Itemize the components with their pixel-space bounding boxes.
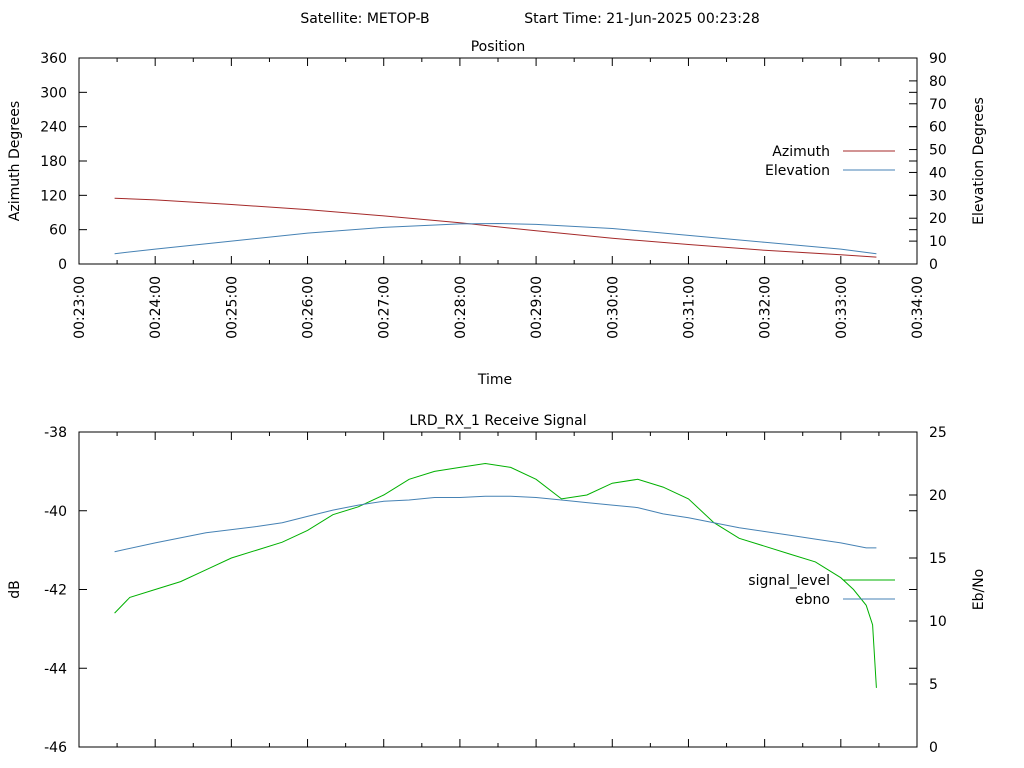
- y2-tick-label: 50: [929, 143, 947, 159]
- legend-label: Azimuth: [772, 144, 830, 160]
- x-tick-label: 00:24:00: [148, 276, 164, 339]
- y2-tick-label: 20: [929, 211, 947, 227]
- legend-label: ebno: [795, 592, 830, 608]
- series-line-signal-level: [114, 462, 877, 688]
- x-tick-label: 00:27:00: [377, 276, 393, 339]
- y2-tick-label: 10: [929, 614, 947, 630]
- plot-frame: [78, 57, 918, 265]
- chart-header: Satellite: METOP-B Start Time: 21-Jun-20…: [300, 11, 759, 27]
- chart-title: LRD_RX_1 Receive Signal: [409, 413, 586, 429]
- y2-tick-label: 25: [929, 425, 947, 441]
- legend-label: Elevation: [765, 163, 830, 179]
- y2-tick-label: 15: [929, 551, 947, 567]
- x-tick-label: 00:26:00: [301, 276, 317, 339]
- x-tick-label: 00:25:00: [224, 276, 240, 339]
- y-axis-label: Azimuth Degrees: [7, 101, 23, 221]
- y2-tick-label: 80: [929, 74, 947, 90]
- y2-tick-label: 60: [929, 120, 947, 136]
- position-chart: Position 0 60 120 180 240 300 360 0 10 20 30 40 50 60 7…: [7, 39, 987, 388]
- y-tick-label: 60: [49, 223, 67, 239]
- y2-tick-label: 40: [929, 165, 947, 181]
- y2-tick-label: 20: [929, 488, 947, 504]
- receive-signal-chart: LRD_RX_1 Receive Signal -46 -44 -42 -40 -38 0 5…: [7, 413, 987, 756]
- y2-axis-label: Elevation Degrees: [971, 97, 987, 225]
- y-tick-label: 240: [40, 120, 67, 136]
- y-tick-label: 360: [40, 51, 67, 67]
- y-tick-label: -46: [44, 740, 67, 756]
- y2-axis-label: Eb/No: [971, 569, 987, 611]
- series-line-ebno: [114, 495, 877, 553]
- x-tick-label: 00:34:00: [910, 276, 926, 339]
- x-tick-label: 00:30:00: [605, 276, 621, 339]
- y-tick-label: 120: [40, 188, 67, 204]
- start-time-label: Start Time: 21-Jun-2025 00:23:28: [524, 11, 760, 27]
- y2-tick-label: 70: [929, 97, 947, 113]
- y-tick-label: -42: [44, 583, 67, 599]
- x-tick-label: 00:29:00: [529, 276, 545, 339]
- y2-tick-label: 0: [929, 740, 938, 756]
- legend-label: signal_level: [748, 573, 830, 589]
- y-tick-label: -44: [44, 661, 67, 677]
- y-axis-label: dB: [7, 580, 23, 599]
- x-tick-label: 00:28:00: [453, 276, 469, 339]
- y-tick-label: 180: [40, 154, 67, 170]
- x-tick-label: 00:23:00: [72, 276, 88, 339]
- y-tick-label: -40: [44, 504, 67, 520]
- x-axis-label: Time: [477, 372, 512, 388]
- plot-frame: [78, 431, 918, 748]
- y2-tick-label: 90: [929, 51, 947, 67]
- y2-tick-label: 30: [929, 188, 947, 204]
- y-tick-label: -38: [44, 425, 67, 441]
- chart-title: Position: [471, 39, 526, 55]
- y2-tick-label: 10: [929, 234, 947, 250]
- y-tick-label: 300: [40, 85, 67, 101]
- y2-tick-label: 0: [929, 257, 938, 273]
- series-line-azimuth: [114, 197, 877, 258]
- y2-tick-label: 5: [929, 677, 938, 693]
- x-tick-label: 00:33:00: [834, 276, 850, 339]
- y-tick-label: 0: [58, 257, 67, 273]
- x-tick-label: 00:31:00: [681, 276, 697, 339]
- satellite-label: Satellite: METOP-B: [300, 11, 429, 27]
- x-tick-label: 00:32:00: [758, 276, 774, 339]
- series-line-elevation: [114, 222, 877, 255]
